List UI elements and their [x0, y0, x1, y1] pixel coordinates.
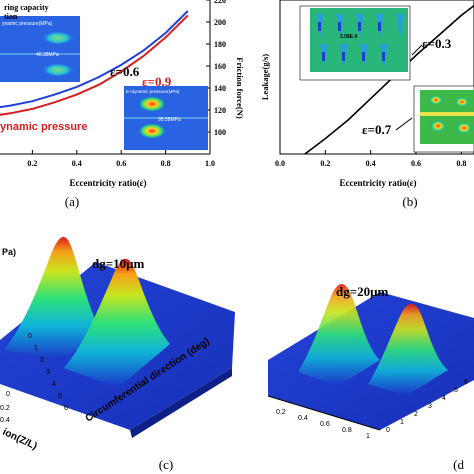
x-tick-label-b: 0.4 — [366, 159, 376, 168]
legend-line-1: ring capacity — [4, 3, 49, 12]
inset1-title: ynamic pressure(MPa) — [2, 21, 53, 27]
axial-tick-d: 0.2 — [276, 409, 286, 416]
pressure-peak-d1 — [298, 283, 380, 386]
axial-tick-d: 0.6 — [320, 421, 330, 428]
circ-ticks-c: 0 1 2 3 4 5 6 — [28, 333, 68, 412]
eps-label-0-7: ε=0.7 — [362, 122, 392, 137]
circ-tick-c: 0 — [28, 333, 32, 340]
panel-b: 0.0 0.2 0.4 0.6 0.8 2.98E-6 — [260, 0, 474, 209]
y-tick-label-a: 220 — [214, 0, 226, 5]
y-axis-title-right-a: Friction force(N) — [235, 57, 245, 119]
y-ticks-right-a: 100 120 140 160 180 200 220 — [206, 0, 226, 137]
circ-tick-c: 5 — [58, 393, 62, 400]
panel-tag-c: (c) — [159, 457, 173, 472]
x-tick-label-a: 0.2 — [27, 159, 37, 168]
circ-tick-d: 1 — [400, 419, 404, 426]
x-tick-label-a: 1.0 — [205, 159, 215, 168]
axial-axis-title-c: ion(Z/L) — [1, 427, 39, 452]
axial-ticks-d: 0.2 0.4 0.6 0.8 1 — [276, 409, 370, 440]
circ-tick-c: 3 — [46, 369, 50, 376]
inset-b1-value: 2.98E-6 — [340, 34, 358, 40]
axial-tick-c: 0.4 — [0, 417, 10, 424]
x-axis-title-b: Eccentricity ratio(ε) — [339, 178, 416, 188]
plot-frame-b — [279, 0, 474, 155]
y-tick-label-a: 100 — [214, 128, 226, 137]
panel-c: Pa) dg=10μm Circumferential direction (d… — [0, 236, 235, 472]
y-tick-label-a: 200 — [214, 18, 226, 27]
axial-tick-d: 0.8 — [342, 427, 352, 434]
pressure-peak-c1 — [4, 236, 102, 360]
panel-tag-a: (a) — [65, 194, 79, 209]
arrow-b2 — [395, 117, 413, 131]
surface-edge-c — [130, 368, 232, 438]
x-ticks-b: 0.0 0.2 0.4 0.6 0.8 — [275, 150, 466, 168]
axial-ticks-c: 0 0.2 0.4 — [0, 391, 10, 424]
y-tick-label-a: 120 — [214, 106, 226, 115]
circ-tick-d: 4 — [442, 395, 446, 402]
inset2-title: E+dynamic pressure(MPa) — [126, 89, 180, 94]
axial-tick-c: 0 — [6, 391, 10, 398]
circ-tick-d: 2 — [414, 411, 418, 418]
x-tick-label-b: 0.8 — [456, 159, 466, 168]
circ-ticks-d: 0 1 2 3 4 5 6 — [386, 379, 468, 434]
circ-tick-c: 6 — [64, 405, 68, 412]
x-tick-label-a: 0.4 — [72, 159, 82, 168]
eps-label-0-3: ε=0.3 — [422, 36, 452, 51]
arrow-b1 — [411, 44, 423, 56]
y-tick-label-a: 180 — [214, 40, 226, 49]
inset2-value: 99.58MPa — [158, 117, 181, 123]
inset-contour-b2 — [413, 85, 474, 153]
y-tick-label-a: 140 — [214, 84, 226, 93]
axial-tick-c: 0.2 — [0, 405, 10, 412]
inset-contour-b1: 2.98E-6 — [299, 5, 411, 81]
inset-contour-2: E+dynamic pressure(MPa) 99.58MPa — [124, 86, 208, 150]
x-tick-label-a: 0.8 — [161, 159, 171, 168]
inset-contour-1: ynamic pressure(MPa) 40.38MPa — [0, 16, 80, 82]
series-line-red — [0, 14, 189, 116]
circ-tick-d: 6 — [464, 379, 468, 386]
panel-tag-d: (d — [453, 457, 464, 472]
unit-fragment-c: Pa) — [2, 247, 16, 257]
x-tick-label-b: 0.6 — [411, 159, 421, 168]
series-line-blue — [0, 10, 189, 109]
pressure-legend: ynamic pressure — [0, 121, 87, 133]
legend-line-2: tion — [4, 12, 18, 21]
y-tick-label-a: 160 — [214, 62, 226, 71]
eps-label-0-9: ε=0.9 — [142, 74, 172, 89]
circ-tick-c: 1 — [34, 345, 38, 352]
axial-tick-d: 1 — [366, 433, 370, 440]
x-tick-label-b: 0.0 — [275, 159, 285, 168]
x-tick-label-b: 0.2 — [320, 159, 330, 168]
circ-tick-c: 2 — [40, 357, 44, 364]
circ-tick-d: 3 — [428, 403, 432, 410]
axial-axis-d — [267, 395, 381, 431]
circ-tick-d: 0 — [386, 427, 390, 434]
gap-label-d: dg=20μm — [336, 284, 389, 299]
eps-label-0-6: ε=0.6 — [110, 64, 140, 79]
circ-tick-c: 4 — [52, 381, 56, 388]
x-ticks-a: 0.2 0.4 0.6 0.8 1.0 — [27, 150, 215, 168]
panel-tag-b: (b) — [402, 194, 417, 209]
circ-tick-d: 5 — [454, 387, 458, 394]
axial-tick-d: 0.4 — [298, 415, 308, 422]
y-axis-title-b: Leakage(g/s) — [260, 54, 270, 100]
panel-a: 0.2 0.4 0.6 0.8 1.0 100 120 140 160 180 200 220 yn… — [0, 0, 245, 209]
x-axis-title-a: Eccentricity ratio(ε) — [69, 178, 146, 188]
gap-label-c: dg=10μm — [92, 256, 145, 271]
x-tick-label-a: 0.6 — [116, 159, 126, 168]
inset1-value: 40.38MPa — [36, 52, 59, 58]
panel-d: dg=20μm 0.2 0.4 0.6 0.8 1 0 1 2 3 4 5 6 … — [267, 283, 474, 472]
pressure-peak-c2 — [64, 258, 170, 388]
pressure-peak-d2 — [368, 303, 448, 396]
